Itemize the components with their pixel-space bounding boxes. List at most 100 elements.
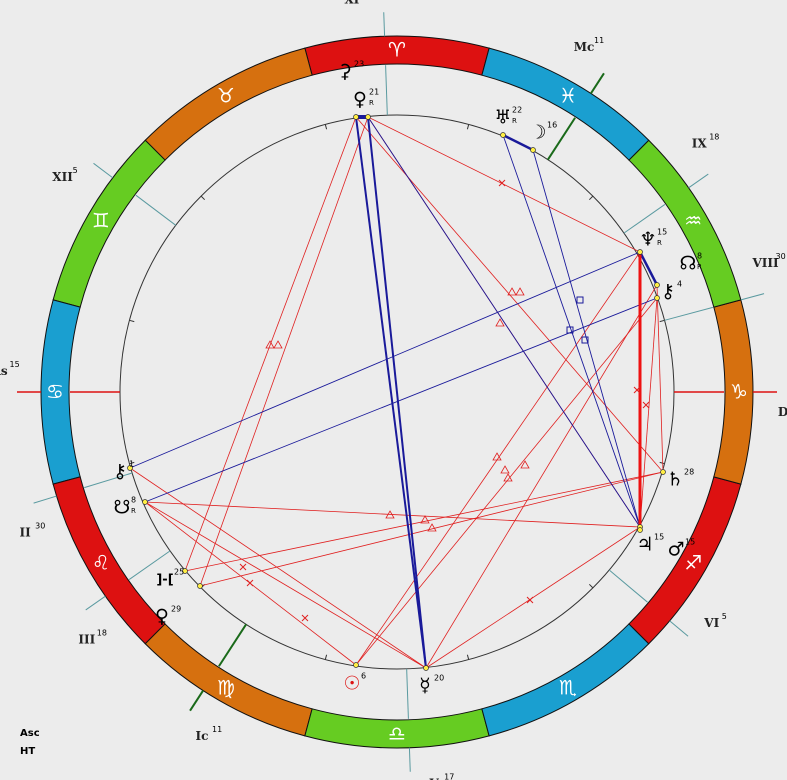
planet-point [142,499,148,505]
house-label: XI [344,0,359,7]
aspect-sextile [526,596,534,604]
aspect-trine [420,515,430,524]
planet-point [365,114,371,120]
house-degree: 18 [97,628,107,637]
planet-point [637,527,643,533]
house-cusp-outer [740,293,765,301]
house-cusp [84,472,133,489]
planet-glyph: ⚷ [113,461,127,483]
house-cusp-outer [669,620,689,637]
planet-point [423,665,429,671]
house-label: VI [703,616,719,630]
planet-glyph: ☿ [419,675,431,697]
house-cusp-outer [688,173,709,189]
planet-point [637,249,643,255]
planet-glyph: ⚳ [338,61,352,83]
sign-glyph: ♏ [559,676,577,700]
aspect-line [656,284,664,473]
aspect-line [184,471,664,572]
sign-glyph: ♉ [217,83,235,107]
planet-glyph: ♅ [494,107,511,129]
aspect-line-strong [502,133,534,152]
house-label: II [20,526,32,540]
house-cusp [406,668,409,719]
planet-glyph: ⚷ [661,281,675,303]
tick [200,195,206,201]
tick [129,319,135,323]
house-cusp [128,550,171,580]
aspect-line [367,116,641,528]
house-degree: 11 [212,725,222,734]
aspect-line [184,116,357,572]
aspect-line [502,134,641,528]
house-label: XII [52,170,73,184]
sign-sector [481,47,650,161]
aspect-line [144,501,641,528]
house-cusp-outer [383,12,386,37]
tick [659,461,665,465]
house-label: Ic [196,729,209,743]
house-cusp-outer [189,690,204,712]
planet-point [654,282,660,288]
planet-glyph: ☽ [529,122,546,144]
planet-degree: 15 [685,538,695,547]
planet-degree: 25 [174,568,184,577]
tick [466,124,470,130]
house-degree: 30 [35,522,45,531]
planet-glyph: ♆ [639,229,656,251]
planet-degree: 1 [129,460,134,469]
planet-point [654,295,660,301]
planet-degree: 23 [354,60,364,69]
planet-point [530,147,536,153]
planet-point [353,114,359,120]
tick [659,319,665,323]
planet-glyph: ♃ [636,534,653,556]
planet-glyph: ]-[ [156,573,173,588]
house-label: As [0,364,8,378]
planet-degree: 22 [512,106,522,115]
planet-degree: 8 [131,496,136,505]
planet-retrograde: R [697,263,702,271]
planet-point [197,583,203,589]
sign-glyph: ♐ [684,551,702,575]
planet-point [500,132,506,138]
aspect-trine [385,510,395,519]
sign-glyph: ♌ [92,551,110,575]
aspect-sextile [498,179,506,187]
aspect-trine [495,318,505,327]
aspect-trine [500,465,510,474]
aspect-line [144,501,427,669]
aspect-line [129,251,641,469]
sign-glyph: ♑ [730,380,748,404]
aspect-trine [427,523,437,532]
planet-degree: 20 [434,674,444,683]
aspect-sextile [246,579,254,587]
house-degree: 11 [594,36,604,45]
house-cusp [385,65,388,116]
aspect-line [355,297,658,666]
house-label: V [429,776,440,780]
footer-line2: HT [20,746,35,757]
tick [324,654,328,660]
house-label: Ds [778,405,787,419]
house-cusp-outer [408,747,411,772]
aspect-sextile [642,401,650,409]
house-degree: 30 [776,252,786,261]
aspect-line [639,297,658,528]
aspect-line [129,467,427,669]
aspect-line [532,149,641,528]
planet-glyph: ♀ [155,606,169,628]
aspect-trine [273,340,283,349]
planet-glyph: ☊ [680,253,697,275]
planet-retrograde: R [657,239,662,247]
house-cusp-outer [85,595,106,611]
aspect-sextile [301,614,309,622]
planet-degree: 28 [684,468,694,477]
planet-degree: 8 [697,252,702,261]
planet-retrograde: R [131,507,136,515]
tick [588,195,594,201]
aspect-sextile [633,386,641,394]
aspect-line-strong [355,116,427,669]
aspect-square [576,296,584,304]
